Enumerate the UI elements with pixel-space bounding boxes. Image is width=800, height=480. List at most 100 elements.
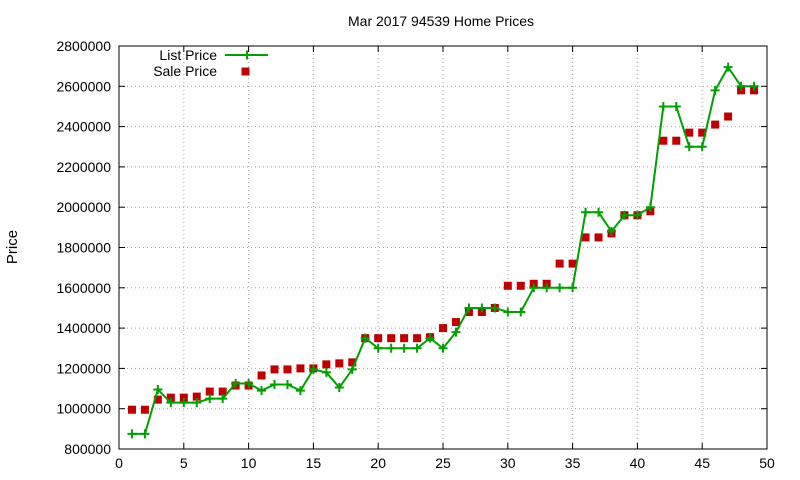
- y-tick-label: 2000000: [56, 199, 111, 215]
- sale-price-point: [283, 365, 292, 374]
- x-tick-label: 30: [500, 455, 516, 471]
- list-price-point: [555, 283, 565, 293]
- sale-price-point: [218, 387, 227, 396]
- list-price-point: [606, 226, 616, 236]
- axis-ticks: [118, 45, 768, 450]
- legend-sale-price-marker: [241, 67, 250, 76]
- list-price-point: [282, 380, 292, 390]
- x-tick-label: 10: [241, 455, 257, 471]
- list-price-point: [412, 343, 422, 353]
- list-price-point: [257, 386, 267, 396]
- sale-price-point: [711, 120, 720, 129]
- sale-price-point: [140, 405, 149, 414]
- list-price-point: [645, 202, 655, 212]
- list-price-point: [723, 62, 733, 72]
- y-axis-label: Price: [4, 230, 21, 264]
- sale-price-point: [516, 281, 525, 290]
- x-tick-label: 40: [630, 455, 646, 471]
- sale-price-point: [413, 334, 422, 343]
- sale-price-point: [581, 233, 590, 242]
- x-tick-label: 45: [694, 455, 710, 471]
- list-price-point: [736, 81, 746, 91]
- list-price-point: [594, 207, 604, 217]
- x-tick-label: 20: [370, 455, 386, 471]
- sale-price-point: [685, 128, 694, 137]
- list-price-point: [218, 394, 228, 404]
- y-tick-label: 2200000: [56, 159, 111, 175]
- y-tick-label: 2400000: [56, 119, 111, 135]
- sale-price-point: [698, 128, 707, 137]
- sale-price-point: [503, 281, 512, 290]
- list-price-point: [399, 343, 409, 353]
- sale-price-point: [192, 392, 201, 401]
- sale-price-point: [205, 387, 214, 396]
- list-price-point: [490, 303, 500, 313]
- sale-price-point: [348, 358, 357, 367]
- list-price-point: [334, 383, 344, 393]
- x-tick-label: 5: [180, 455, 188, 471]
- list-price-point: [516, 307, 526, 317]
- x-tick-label: 35: [565, 455, 581, 471]
- list-price-point: [684, 142, 694, 152]
- x-tick-label: 25: [435, 455, 451, 471]
- x-tick-label: 50: [759, 455, 775, 471]
- y-tick-label: 1400000: [56, 320, 111, 336]
- sale-price-point: [400, 334, 409, 343]
- sale-price-point: [257, 371, 266, 380]
- list-price-point: [451, 327, 461, 337]
- grid: [119, 46, 767, 449]
- list-price-point: [671, 101, 681, 111]
- sale-price-point: [166, 393, 175, 402]
- sale-price-point: [555, 259, 564, 268]
- list-price-point: [619, 210, 629, 220]
- list-price-point: [127, 429, 137, 439]
- y-tick-labels: 800000 1000000 1200000 1400000 1600000 180000…: [56, 38, 111, 457]
- series-list-price: [127, 62, 759, 439]
- list-price-point: [425, 333, 435, 343]
- list-price-point: [295, 386, 305, 396]
- list-price-point: [205, 394, 215, 404]
- sale-price-point: [659, 136, 668, 145]
- sale-price-point: [296, 364, 305, 373]
- y-tick-label: 800000: [64, 441, 111, 457]
- list-price-point: [749, 81, 759, 91]
- list-price-point: [542, 283, 552, 293]
- list-price-point: [697, 142, 707, 152]
- list-price-point: [529, 283, 539, 293]
- y-tick-label: 1000000: [56, 401, 111, 417]
- sale-price-point: [374, 334, 383, 343]
- list-price-point: [386, 343, 396, 353]
- y-tick-label: 2600000: [56, 78, 111, 94]
- list-price-point: [503, 307, 513, 317]
- y-tick-label: 1800000: [56, 240, 111, 256]
- list-price-point: [270, 380, 280, 390]
- list-price-point: [308, 364, 318, 374]
- list-price-point: [632, 210, 642, 220]
- y-tick-label: 1200000: [56, 360, 111, 376]
- legend-list-price-marker: [242, 50, 252, 60]
- list-price-point: [244, 379, 254, 389]
- sale-price-point: [127, 405, 136, 414]
- legend-list-price-label: List Price: [159, 47, 217, 63]
- sale-price-point: [322, 360, 331, 369]
- list-price-point: [347, 364, 357, 374]
- legend-sale-price-label: Sale Price: [153, 63, 217, 79]
- list-price-point: [438, 343, 448, 353]
- x-tick-label: 15: [306, 455, 322, 471]
- list-price-point: [710, 85, 720, 95]
- list-price-point: [166, 398, 176, 408]
- sale-price-point: [270, 365, 279, 374]
- sale-price-point: [451, 318, 460, 327]
- chart-title: Mar 2017 94539 Home Prices: [348, 13, 534, 29]
- series-layer: [127, 62, 759, 439]
- list-price-point: [568, 283, 578, 293]
- sale-price-point: [179, 393, 188, 402]
- sale-price-point: [335, 359, 344, 368]
- list-price-point: [658, 101, 668, 111]
- x-tick-label: 0: [115, 455, 123, 471]
- sale-price-point: [724, 112, 733, 121]
- list-price-point: [360, 333, 370, 343]
- list-price-point: [373, 343, 383, 353]
- sale-price-point: [153, 395, 162, 404]
